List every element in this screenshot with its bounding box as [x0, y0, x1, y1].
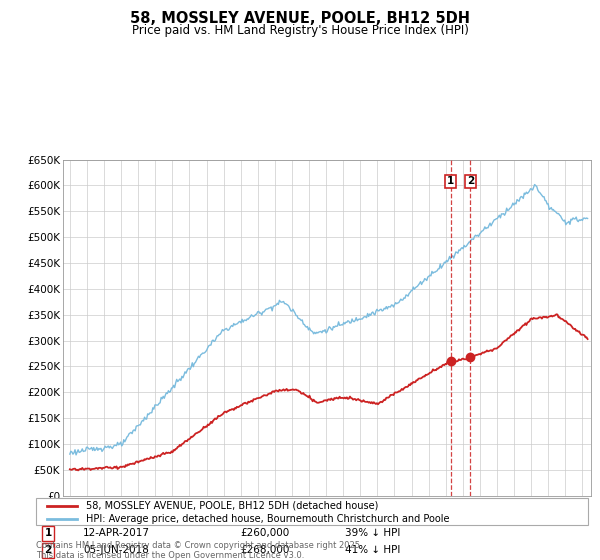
Text: 1: 1 — [44, 529, 52, 539]
Text: 41% ↓ HPI: 41% ↓ HPI — [345, 545, 400, 556]
FancyBboxPatch shape — [36, 498, 588, 525]
Text: 39% ↓ HPI: 39% ↓ HPI — [345, 529, 400, 539]
Text: £268,000: £268,000 — [240, 545, 290, 556]
Text: 58, MOSSLEY AVENUE, POOLE, BH12 5DH: 58, MOSSLEY AVENUE, POOLE, BH12 5DH — [130, 11, 470, 26]
Text: 1: 1 — [447, 176, 454, 186]
Text: 12-APR-2017: 12-APR-2017 — [83, 529, 150, 539]
Text: £260,000: £260,000 — [240, 529, 289, 539]
Text: HPI: Average price, detached house, Bournemouth Christchurch and Poole: HPI: Average price, detached house, Bour… — [86, 514, 449, 524]
Text: 05-JUN-2018: 05-JUN-2018 — [83, 545, 149, 556]
Text: 58, MOSSLEY AVENUE, POOLE, BH12 5DH (detached house): 58, MOSSLEY AVENUE, POOLE, BH12 5DH (det… — [86, 501, 378, 511]
Text: Contains HM Land Registry data © Crown copyright and database right 2025.
This d: Contains HM Land Registry data © Crown c… — [36, 540, 362, 560]
Text: Price paid vs. HM Land Registry's House Price Index (HPI): Price paid vs. HM Land Registry's House … — [131, 24, 469, 36]
Text: 2: 2 — [44, 545, 52, 556]
Text: 2: 2 — [467, 176, 474, 186]
